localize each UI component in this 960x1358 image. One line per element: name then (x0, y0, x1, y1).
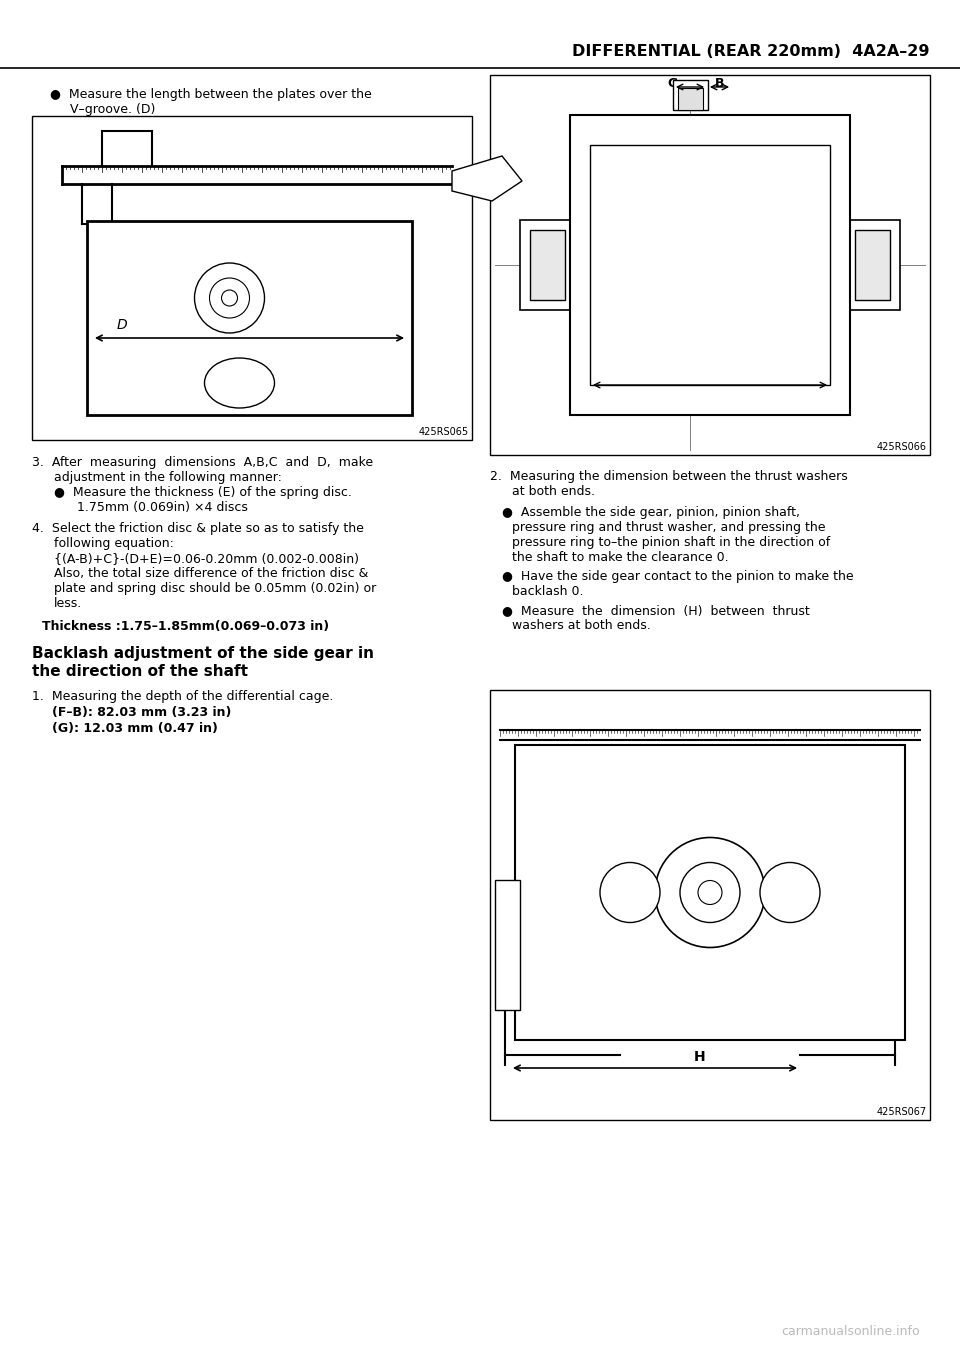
Text: ●  Measure the thickness (E) of the spring disc.: ● Measure the thickness (E) of the sprin… (54, 486, 352, 498)
Bar (678, 88, 703, 110)
Text: 425RS067: 425RS067 (876, 1107, 927, 1118)
Circle shape (222, 291, 237, 306)
Circle shape (209, 278, 250, 318)
Text: plate and spring disc should be 0.05mm (0.02in) or: plate and spring disc should be 0.05mm (… (54, 583, 376, 595)
Text: V–groove. (D): V–groove. (D) (70, 103, 156, 115)
Circle shape (760, 862, 820, 922)
Bar (590, 145, 830, 386)
Text: Also, the total size difference of the friction disc &: Also, the total size difference of the f… (54, 568, 369, 580)
Text: backlash 0.: backlash 0. (512, 585, 584, 598)
Text: F: F (707, 375, 713, 388)
Text: 1.  Measuring the depth of the differential cage.: 1. Measuring the depth of the differenti… (32, 690, 333, 703)
Circle shape (600, 862, 660, 922)
Ellipse shape (204, 359, 275, 407)
Bar (673, 80, 708, 110)
Text: 1.75mm (0.069in) ×4 discs: 1.75mm (0.069in) ×4 discs (77, 501, 248, 513)
Text: DIFFERENTIAL (REAR 220mm)  4A2A–29: DIFFERENTIAL (REAR 220mm) 4A2A–29 (572, 45, 930, 60)
Bar (490, 75, 930, 455)
Text: 425RS066: 425RS066 (877, 441, 927, 452)
Bar (515, 746, 905, 1040)
Bar (87, 221, 412, 416)
Circle shape (680, 862, 740, 922)
Text: ●  Measure the length between the plates over the: ● Measure the length between the plates … (50, 88, 372, 100)
Bar (520, 220, 575, 310)
Text: 4.  Select the friction disc & plate so as to satisfy the: 4. Select the friction disc & plate so a… (32, 521, 364, 535)
Text: following equation:: following equation: (54, 536, 174, 550)
Bar (855, 230, 890, 300)
Bar (495, 880, 520, 1010)
Text: G: G (667, 77, 677, 90)
Polygon shape (452, 156, 522, 201)
Text: adjustment in the following manner:: adjustment in the following manner: (54, 471, 282, 483)
Bar (490, 690, 930, 1120)
Bar (570, 115, 850, 416)
Text: ●  Have the side gear contact to the pinion to make the: ● Have the side gear contact to the pini… (502, 570, 853, 583)
Text: 2.  Measuring the dimension between the thrust washers: 2. Measuring the dimension between the t… (490, 470, 848, 483)
Text: Thickness :1.75–1.85mm(0.069–0.073 in): Thickness :1.75–1.85mm(0.069–0.073 in) (42, 621, 329, 633)
Text: H: H (694, 1050, 706, 1065)
Text: (F–B): 82.03 mm (3.23 in): (F–B): 82.03 mm (3.23 in) (52, 706, 231, 718)
Text: pressure ring and thrust washer, and pressing the: pressure ring and thrust washer, and pre… (512, 521, 826, 534)
Text: {(A-B)+C}-(D+E)=0.06-0.20mm (0.002-0.008in): {(A-B)+C}-(D+E)=0.06-0.20mm (0.002-0.008… (54, 551, 359, 565)
Bar (570, 115, 850, 416)
Circle shape (195, 263, 265, 333)
Bar (32, 115, 472, 440)
Text: D: D (117, 318, 128, 331)
Text: (G): 12.03 mm (0.47 in): (G): 12.03 mm (0.47 in) (52, 722, 218, 735)
Bar (530, 230, 565, 300)
Text: washers at both ends.: washers at both ends. (512, 619, 651, 631)
Bar (845, 220, 900, 310)
Text: the direction of the shaft: the direction of the shaft (32, 664, 248, 679)
Circle shape (698, 880, 722, 904)
Text: B: B (715, 77, 724, 90)
Text: Backlash adjustment of the side gear in: Backlash adjustment of the side gear in (32, 646, 374, 661)
Text: ●  Assemble the side gear, pinion, pinion shaft,: ● Assemble the side gear, pinion, pinion… (502, 507, 800, 519)
Text: 425RS065: 425RS065 (419, 426, 469, 437)
Text: the shaft to make the clearance 0.: the shaft to make the clearance 0. (512, 551, 729, 564)
Text: less.: less. (54, 598, 83, 610)
Text: pressure ring to–the pinion shaft in the direction of: pressure ring to–the pinion shaft in the… (512, 536, 830, 549)
Text: at both ends.: at both ends. (512, 485, 595, 498)
Text: carmanualsonline.info: carmanualsonline.info (781, 1325, 920, 1338)
Text: ●  Measure  the  dimension  (H)  between  thrust: ● Measure the dimension (H) between thru… (502, 604, 809, 617)
Circle shape (655, 838, 765, 948)
Text: 3.  After  measuring  dimensions  A,B,C  and  D,  make: 3. After measuring dimensions A,B,C and … (32, 456, 373, 469)
